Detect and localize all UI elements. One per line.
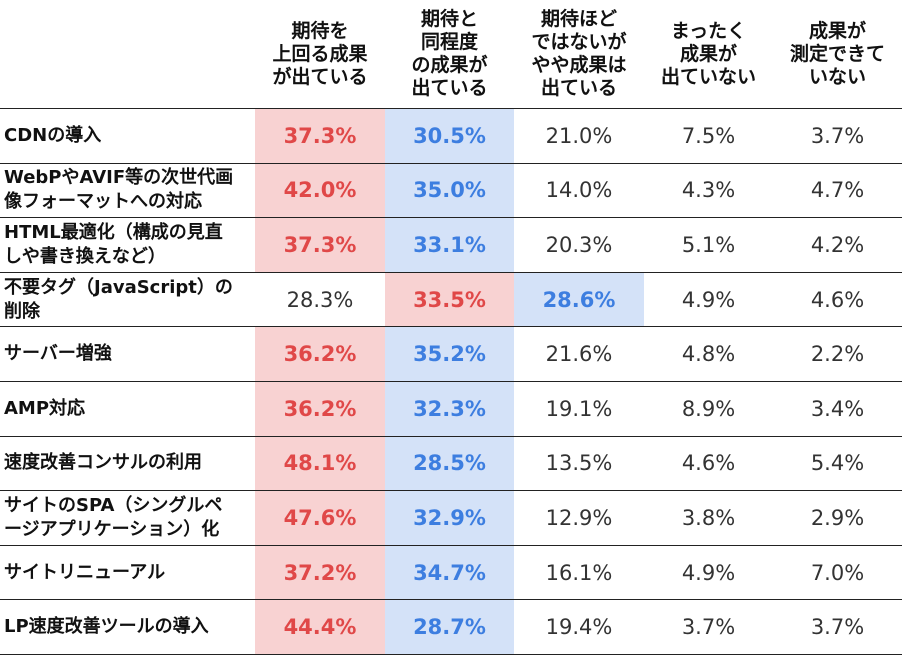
table-row: HTML最適化（構成の見直 しや書き換えなど） 37.3% 33.1% 20.3% 5.… [0,217,902,273]
value-cell: 36.2% [255,381,385,437]
value-cell: 4.7% [773,163,902,219]
row-label: WebPやAVIF等の次世代画 像フォーマットへの対応 [0,163,255,219]
value-cell: 12.9% [514,490,644,546]
value-cell: 21.6% [514,326,644,382]
header-not-measured: 成果が 測定できて いない [773,0,902,109]
row-label: 速度改善コンサルの利用 [0,436,255,492]
value-cell: 44.4% [255,599,385,655]
value-cell: 4.9% [644,545,773,601]
value-cell: 34.7% [385,545,514,601]
value-cell: 28.6% [514,272,644,328]
value-cell: 13.5% [514,436,644,492]
value-cell: 4.8% [644,326,773,382]
value-cell: 33.1% [385,217,514,273]
value-cell: 30.5% [385,108,514,164]
value-cell: 48.1% [255,436,385,492]
table-row: サーバー増強 36.2% 35.2% 21.6% 4.8% 2.2% [0,326,902,382]
value-cell: 28.7% [385,599,514,655]
value-cell: 19.4% [514,599,644,655]
table-row: AMP対応 36.2% 32.3% 19.1% 8.9% 3.4% [0,381,902,437]
row-label: サーバー増強 [0,326,255,382]
row-label: CDNの導入 [0,108,255,164]
row-label: LP速度改善ツールの導入 [0,599,255,655]
table-row: サイトのSPA（シングルペ ージアプリケーション）化 47.6% 32.9% 12.9… [0,490,902,546]
table-row: サイトリニューアル 37.2% 34.7% 16.1% 4.9% 7.0% [0,545,902,601]
value-cell: 42.0% [255,163,385,219]
row-label: AMP対応 [0,381,255,437]
row-label: サイトのSPA（シングルペ ージアプリケーション）化 [0,490,255,546]
value-cell: 32.9% [385,490,514,546]
value-cell: 4.9% [644,272,773,328]
row-label: 不要タグ（JavaScript）の 削除 [0,272,255,328]
value-cell: 4.6% [644,436,773,492]
value-cell: 7.0% [773,545,902,601]
header-partial-results: 期待ほど ではないが やや成果は 出ている [514,0,644,109]
value-cell: 35.0% [385,163,514,219]
value-cell: 20.3% [514,217,644,273]
value-cell: 8.9% [644,381,773,437]
value-cell: 3.4% [773,381,902,437]
table-row: 速度改善コンサルの利用 48.1% 28.5% 13.5% 4.6% 5.4% [0,436,902,492]
value-cell: 37.3% [255,217,385,273]
value-cell: 28.3% [255,272,385,328]
value-cell: 3.8% [644,490,773,546]
value-cell: 14.0% [514,163,644,219]
value-cell: 3.7% [773,108,902,164]
value-cell: 32.3% [385,381,514,437]
row-label: サイトリニューアル [0,545,255,601]
table-row: LP速度改善ツールの導入 44.4% 28.7% 19.4% 3.7% 3.7% [0,599,902,655]
header-row: 期待を 上回る成果 が出ている 期待と 同程度 の成果が 出ている 期待ほど で… [0,0,902,109]
table-row: 不要タグ（JavaScript）の 削除 28.3% 33.5% 28.6% 4.9% 4… [0,272,902,328]
header-corner [0,0,255,109]
value-cell: 37.2% [255,545,385,601]
value-cell: 3.7% [773,599,902,655]
value-cell: 28.5% [385,436,514,492]
value-cell: 19.1% [514,381,644,437]
table-body: CDNの導入 37.3% 30.5% 21.0% 7.5% 3.7% WebPやAVIF等の… [0,108,902,655]
value-cell: 16.1% [514,545,644,601]
value-cell: 21.0% [514,108,644,164]
header-met-expectations: 期待と 同程度 の成果が 出ている [385,0,514,109]
header-exceeded-expectations: 期待を 上回る成果 が出ている [255,0,385,109]
value-cell: 2.9% [773,490,902,546]
value-cell: 2.2% [773,326,902,382]
value-cell: 5.1% [644,217,773,273]
value-cell: 47.6% [255,490,385,546]
value-cell: 35.2% [385,326,514,382]
value-cell: 4.2% [773,217,902,273]
value-cell: 4.6% [773,272,902,328]
table-row: CDNの導入 37.3% 30.5% 21.0% 7.5% 3.7% [0,108,902,164]
row-label: HTML最適化（構成の見直 しや書き換えなど） [0,217,255,273]
value-cell: 4.3% [644,163,773,219]
value-cell: 36.2% [255,326,385,382]
table-row: WebPやAVIF等の次世代画 像フォーマットへの対応 42.0% 35.0% 14.… [0,163,902,219]
value-cell: 5.4% [773,436,902,492]
value-cell: 33.5% [385,272,514,328]
value-cell: 37.3% [255,108,385,164]
value-cell: 3.7% [644,599,773,655]
value-cell: 7.5% [644,108,773,164]
header-no-results: まったく 成果が 出ていない [644,0,773,109]
